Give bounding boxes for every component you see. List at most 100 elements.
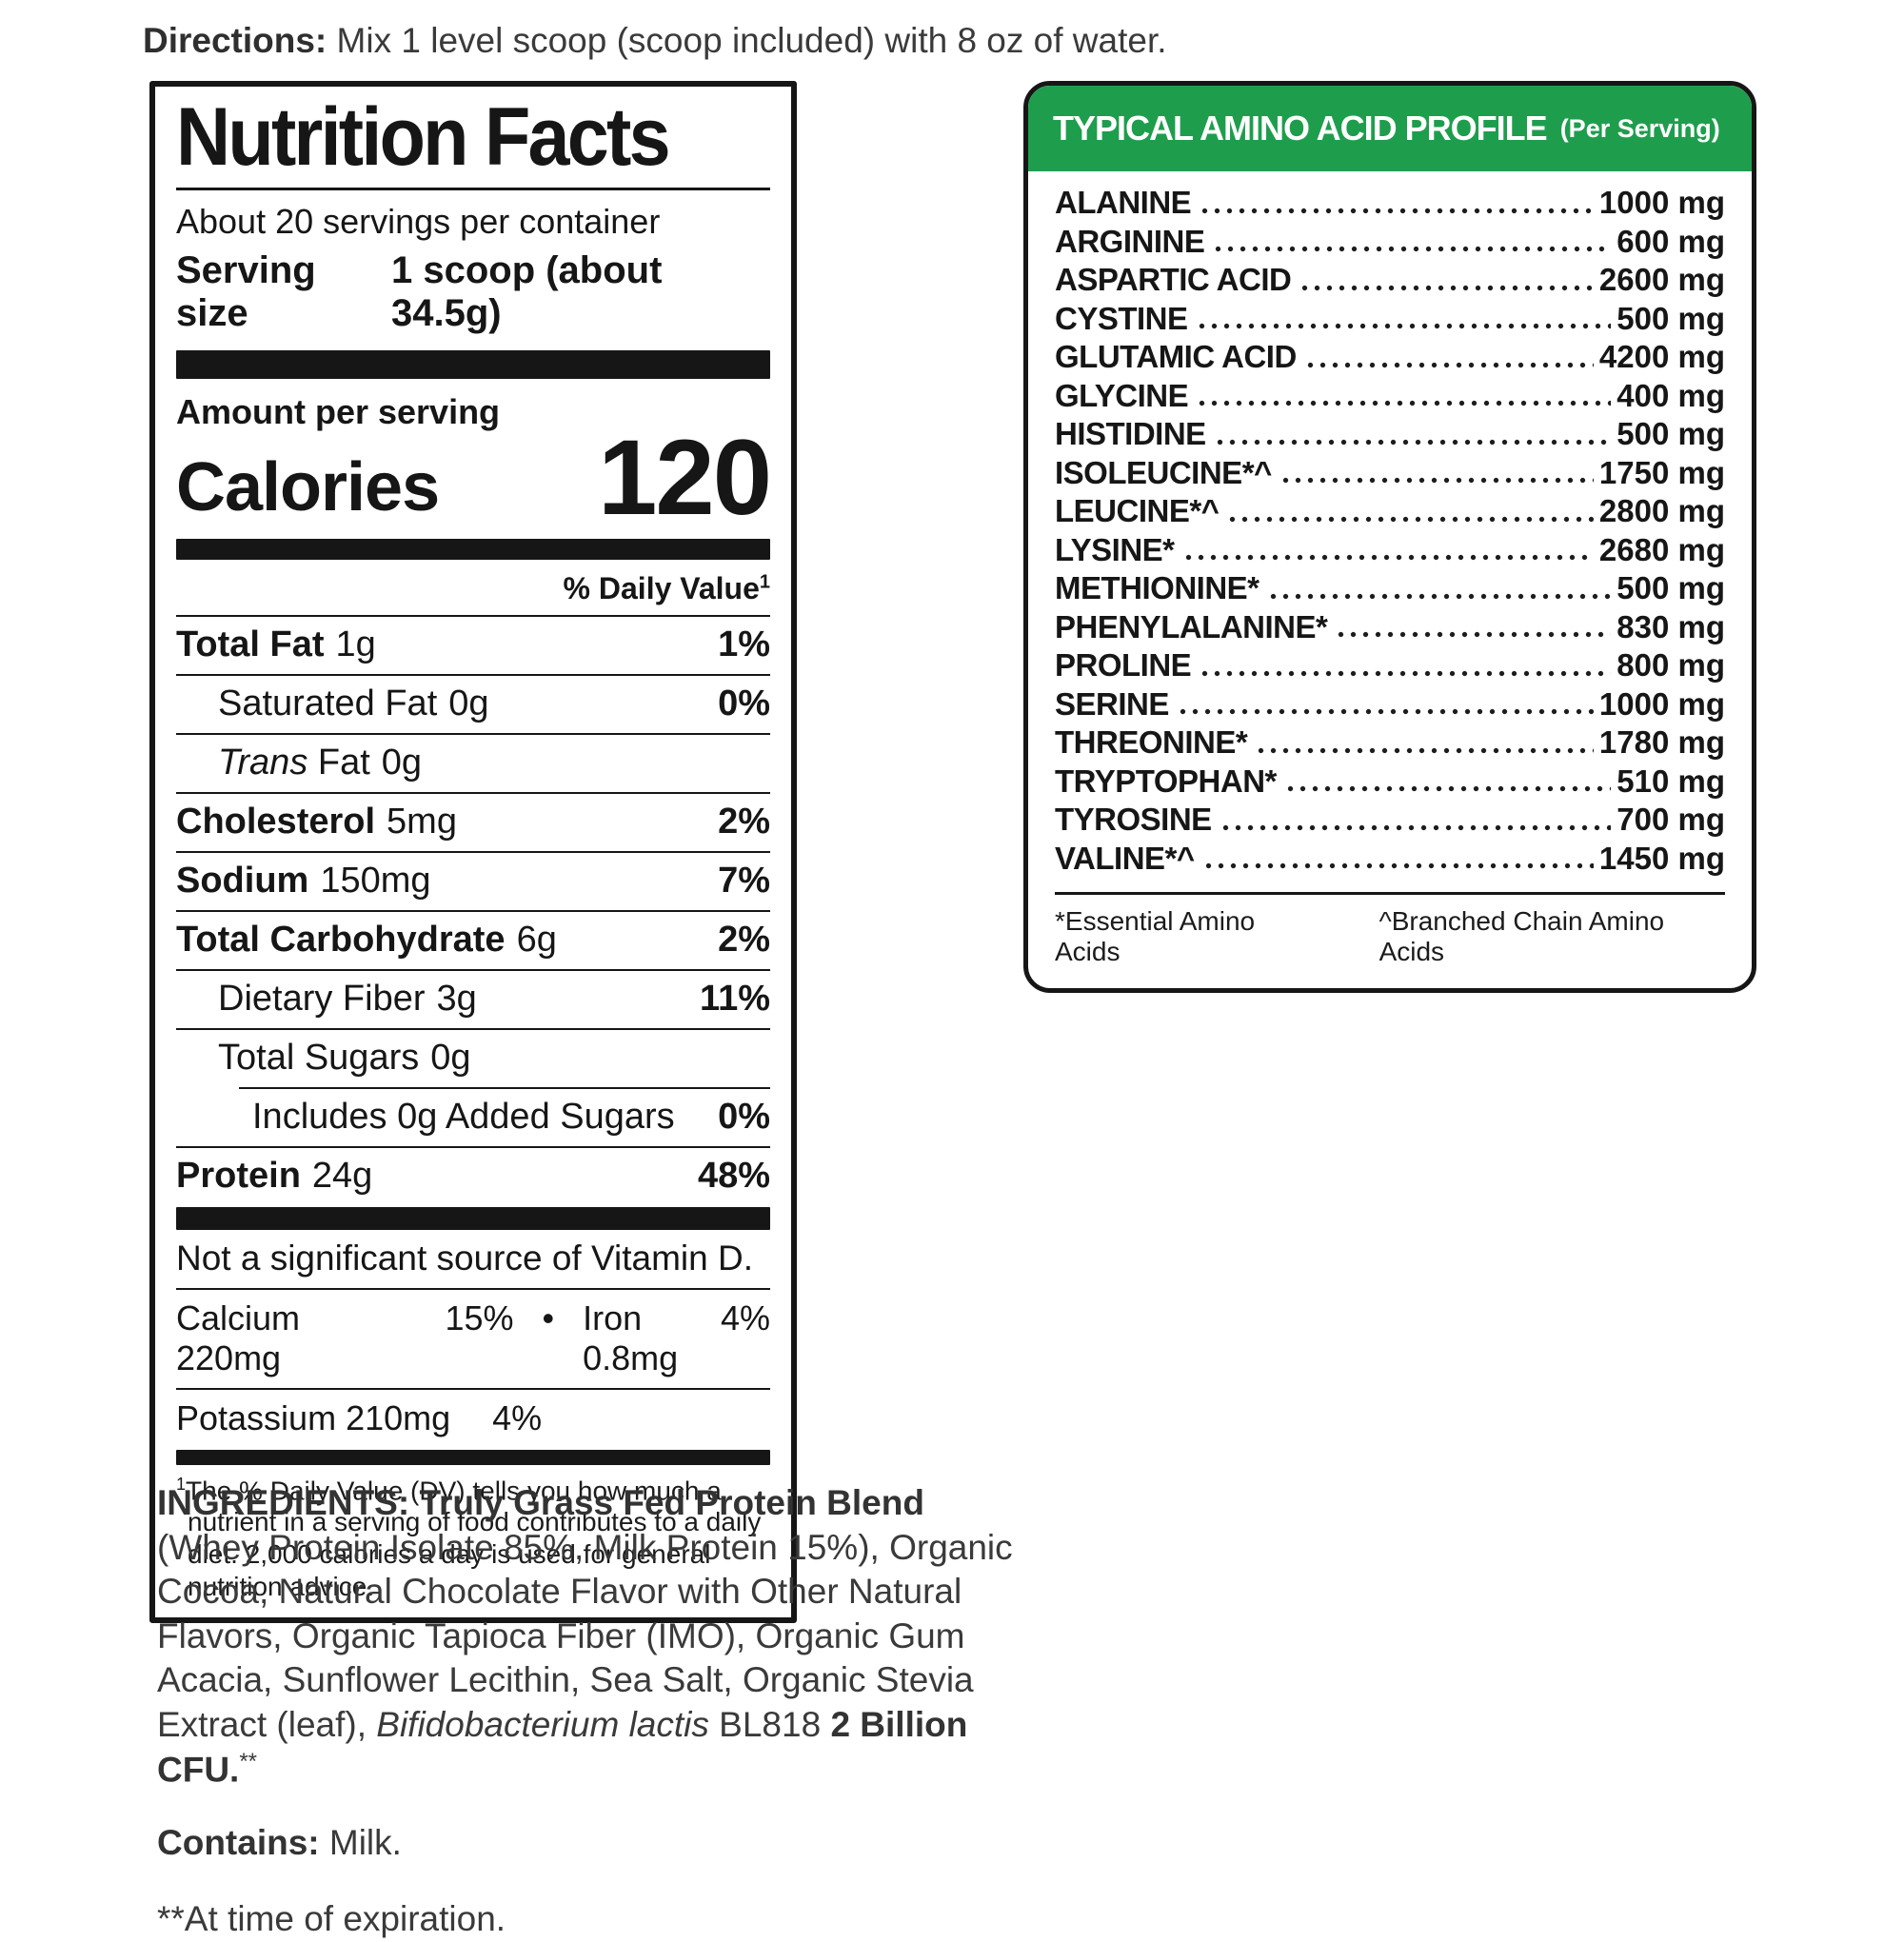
serving-size-label: Serving size bbox=[176, 248, 316, 334]
amino-acid-row: LYSINE* 2680 mg bbox=[1055, 531, 1725, 570]
thick-separator bbox=[176, 349, 770, 379]
amino-acid-name: HISTIDINE bbox=[1055, 416, 1206, 451]
amino-acid-row: ARGININE 600 mg bbox=[1055, 223, 1725, 262]
amino-acid-name: SERINE bbox=[1055, 685, 1169, 722]
amino-acid-value: 4200 mg bbox=[1598, 339, 1725, 374]
amino-acid-name: TRYPTOPHAN* bbox=[1055, 763, 1277, 799]
calcium-label: Calcium 220mg bbox=[176, 1298, 301, 1377]
directions-label: Directions: bbox=[143, 21, 327, 60]
nutrient-row-dietary-fiber: Dietary Fiber 3g 11% bbox=[176, 968, 770, 1028]
amino-acid-row: VALINE*^ 1450 mg bbox=[1055, 840, 1725, 879]
iron-label: Iron 0.8mg bbox=[583, 1298, 679, 1377]
not-significant-note: Not a significant source of Vitamin D. bbox=[176, 1238, 753, 1278]
dotted-leader bbox=[1219, 802, 1612, 841]
amino-acid-name: ISOLEUCINE*^ bbox=[1055, 454, 1272, 490]
amino-acid-row: THREONINE* 1780 mg bbox=[1055, 724, 1725, 763]
calories-row: Calories 120 bbox=[176, 424, 772, 531]
serving-size-value: 1 scoop (about 34.5g) bbox=[390, 248, 663, 334]
nutrient-row-total-fat: Total Fat 1g 1% bbox=[176, 614, 770, 674]
minerals-row: Calcium 220mg 15% • Iron 0.8mg 4% bbox=[176, 1287, 770, 1388]
dotted-leader bbox=[1335, 608, 1612, 647]
amino-acid-value: 1000 mg bbox=[1598, 185, 1725, 220]
dotted-leader bbox=[1299, 262, 1594, 301]
nutrition-facts-title: Nutrition Facts bbox=[176, 91, 671, 183]
ingredients-paragraph: INGREDIENTS: Truly Grass Fed Protein Ble… bbox=[157, 1483, 1013, 1789]
amino-acid-value: 500 mg bbox=[1616, 570, 1725, 605]
amino-acid-value: 2680 mg bbox=[1598, 531, 1725, 567]
expiration-note: **At time of expiration. bbox=[157, 1899, 506, 1939]
amino-acid-name: LYSINE* bbox=[1055, 531, 1175, 567]
amino-acid-row: LEUCINE*^ 2800 mg bbox=[1055, 493, 1725, 532]
amino-acid-name: CYSTINE bbox=[1055, 300, 1188, 336]
amino-acid-name: METHIONINE* bbox=[1055, 570, 1259, 605]
amino-acid-value: 510 mg bbox=[1616, 763, 1725, 799]
amino-acid-name: GLUTAMIC ACID bbox=[1055, 339, 1297, 374]
nutrient-row-saturated-fat: Saturated Fat 0g 0% bbox=[176, 673, 770, 733]
daily-value-footnote: 1The % Daily Value (DV) tells you how mu… bbox=[176, 1474, 762, 1601]
amino-acid-title: TYPICAL AMINO ACID PROFILE bbox=[1053, 109, 1548, 148]
nutrient-row-total-carbohydrate: Total Carbohydrate 6g 2% bbox=[176, 909, 770, 969]
dotted-leader bbox=[1181, 531, 1594, 570]
dotted-leader bbox=[1279, 454, 1594, 493]
amino-acid-list: ALANINE 1000 mg ARGININE 600 mg ASPARTIC… bbox=[1055, 185, 1725, 879]
amino-acid-name: GLYCINE bbox=[1055, 377, 1189, 413]
directions-text: Mix 1 level scoop (scoop included) with … bbox=[327, 21, 1167, 60]
iron-dv: 4% bbox=[720, 1298, 770, 1338]
directions-line: Directions: Mix 1 level scoop (scoop inc… bbox=[143, 21, 1167, 61]
amino-acid-value: 1450 mg bbox=[1598, 840, 1725, 876]
thick-separator bbox=[176, 538, 770, 560]
amino-acid-row: ASPARTIC ACID 2600 mg bbox=[1055, 262, 1725, 301]
amino-acid-name: THREONINE* bbox=[1055, 724, 1248, 760]
amino-acid-panel: TYPICAL AMINO ACID PROFILE (Per Serving)… bbox=[1023, 81, 1756, 993]
nutrient-row-cholesterol: Cholesterol 5mg 2% bbox=[176, 791, 770, 851]
amino-acid-name: PHENYLALANINE* bbox=[1055, 608, 1328, 644]
amino-acid-row: ISOLEUCINE*^ 1750 mg bbox=[1055, 454, 1725, 493]
bullet-separator: • bbox=[542, 1298, 555, 1338]
nutrition-facts-panel: Nutrition Facts About 20 servings per co… bbox=[149, 81, 797, 1624]
daily-value-header: % Daily Value1 bbox=[563, 570, 770, 605]
amino-acid-row: CYSTINE 500 mg bbox=[1055, 300, 1725, 339]
dotted-leader bbox=[1199, 647, 1612, 686]
amino-acid-row: GLYCINE 400 mg bbox=[1055, 377, 1725, 416]
amino-acid-row: TYROSINE 700 mg bbox=[1055, 802, 1725, 841]
amino-acid-row: GLUTAMIC ACID 4200 mg bbox=[1055, 339, 1725, 378]
calcium-dv: 15% bbox=[445, 1298, 514, 1338]
amino-acid-value: 400 mg bbox=[1616, 377, 1725, 413]
dotted-leader bbox=[1226, 493, 1594, 532]
dotted-leader bbox=[1176, 685, 1594, 724]
dotted-leader bbox=[1213, 416, 1612, 455]
contains-line: Contains: Milk. bbox=[157, 1822, 402, 1862]
amino-acid-row: PROLINE 800 mg bbox=[1055, 647, 1725, 686]
amino-acid-header: TYPICAL AMINO ACID PROFILE (Per Serving) bbox=[1028, 86, 1752, 171]
bcaa-note: ^Branched Chain Amino Acids bbox=[1378, 906, 1665, 966]
amino-acid-value: 830 mg bbox=[1616, 608, 1725, 644]
amino-acid-name: LEUCINE*^ bbox=[1055, 493, 1220, 528]
amino-acid-value: 500 mg bbox=[1616, 416, 1725, 451]
nutrient-row-total-sugars: Total Sugars 0g bbox=[176, 1027, 770, 1087]
amino-acid-footnotes: *Essential Amino Acids ^Branched Chain A… bbox=[1055, 906, 1725, 971]
dotted-leader bbox=[1196, 377, 1612, 416]
dotted-leader bbox=[1303, 339, 1594, 378]
dotted-leader bbox=[1283, 763, 1612, 802]
amino-acid-value: 1750 mg bbox=[1598, 454, 1725, 490]
dotted-leader bbox=[1201, 840, 1594, 879]
nutrient-row-trans-fat: Trans Fat 0g bbox=[176, 732, 770, 792]
amino-acid-value: 500 mg bbox=[1616, 300, 1725, 336]
amino-acid-name: ALANINE bbox=[1055, 185, 1192, 220]
potassium-dv: 4% bbox=[492, 1397, 543, 1437]
thick-separator bbox=[176, 1206, 770, 1230]
amino-acid-row: ALANINE 1000 mg bbox=[1055, 185, 1725, 224]
serving-size-row: Serving size 1 scoop (about 34.5g) bbox=[176, 244, 770, 350]
amino-acid-row: TRYPTOPHAN* 510 mg bbox=[1055, 763, 1725, 802]
ingredients-block: INGREDIENTS: Truly Grass Fed Protein Ble… bbox=[157, 1481, 1019, 1942]
calories-label: Calories bbox=[176, 448, 440, 525]
amino-acid-value: 600 mg bbox=[1616, 223, 1725, 259]
potassium-row: Potassium 210mg 4% bbox=[176, 1387, 770, 1448]
amino-acid-value: 1000 mg bbox=[1598, 685, 1725, 722]
amino-acid-row: HISTIDINE 500 mg bbox=[1055, 416, 1725, 455]
nutrient-row-added-sugars: Includes 0g Added Sugars 0% bbox=[176, 1086, 770, 1146]
dotted-leader bbox=[1266, 570, 1612, 609]
servings-per-container: About 20 servings per container bbox=[176, 201, 661, 241]
divider bbox=[176, 187, 770, 190]
amino-acid-name: TYROSINE bbox=[1055, 802, 1212, 837]
